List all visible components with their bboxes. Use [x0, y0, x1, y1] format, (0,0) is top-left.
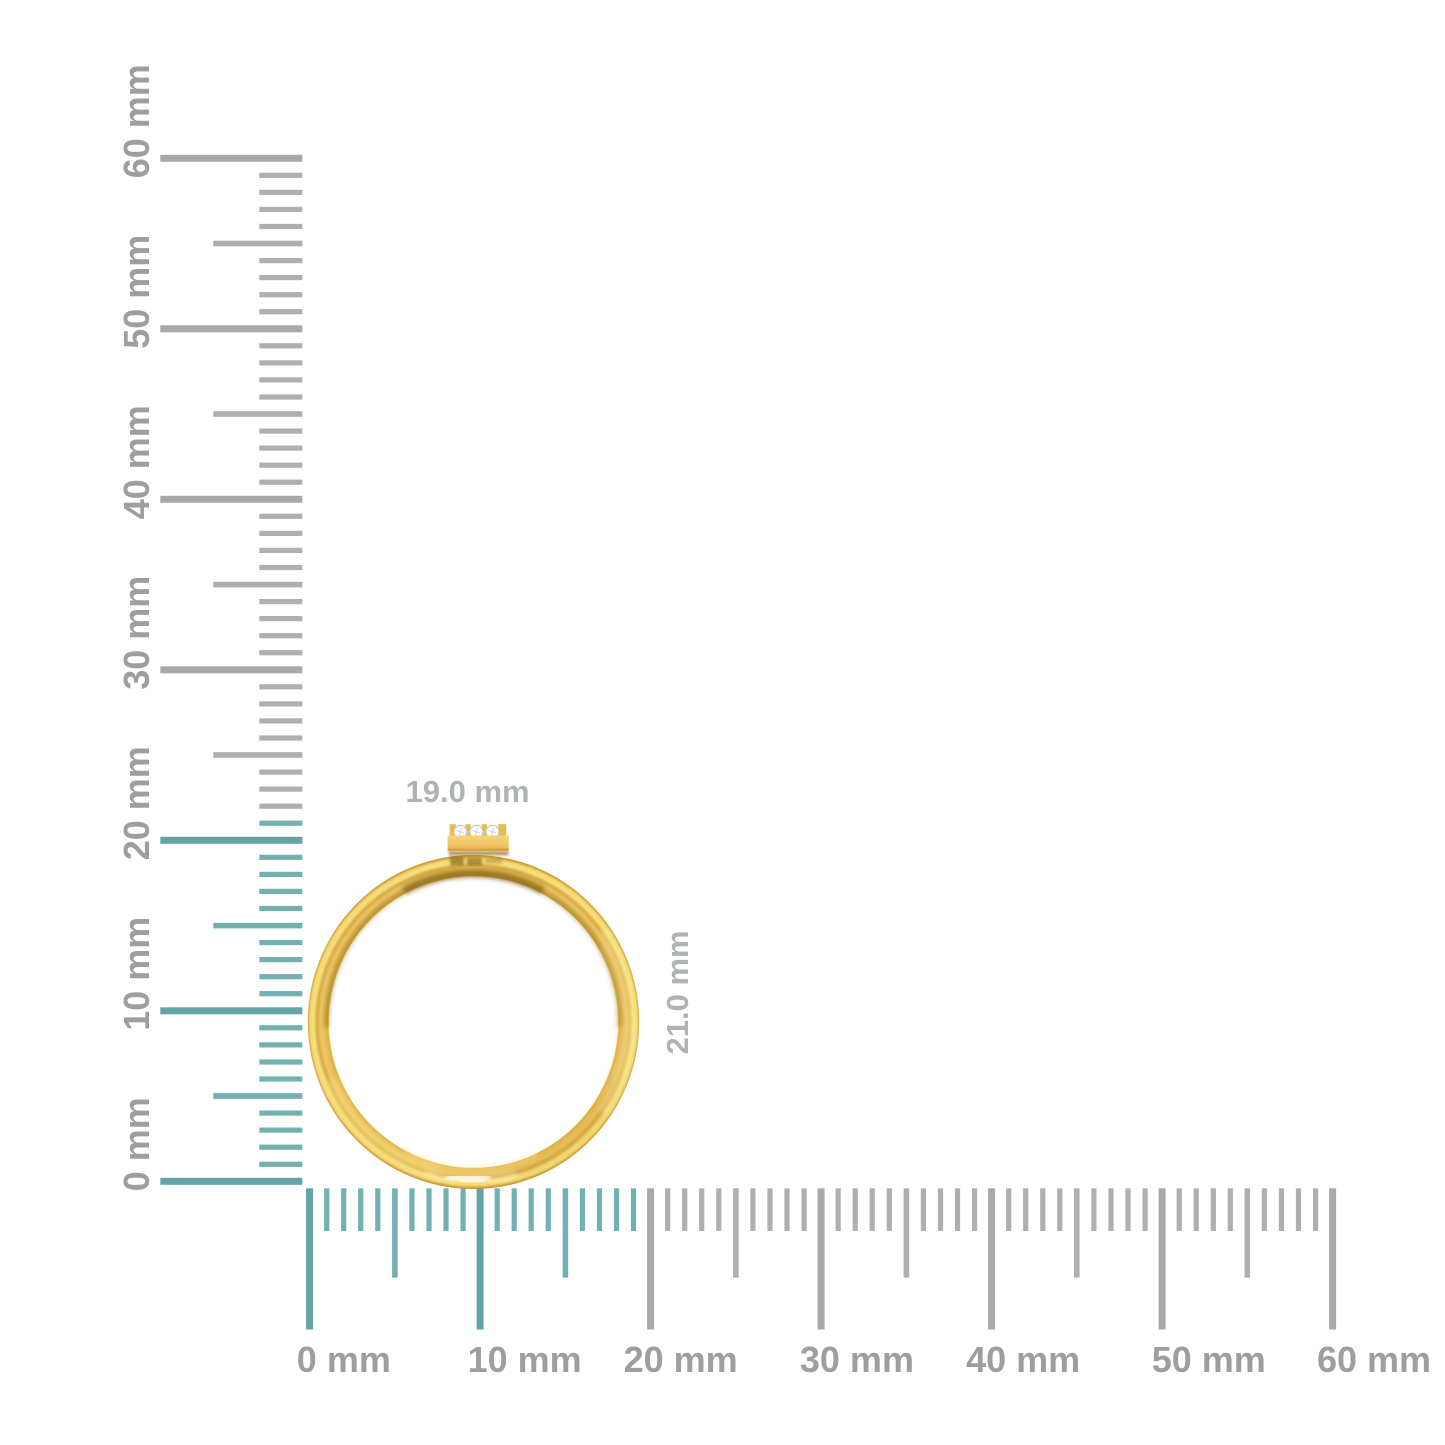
svg-text:21.0 mm: 21.0 mm: [660, 930, 695, 1054]
svg-text:19.0 mm: 19.0 mm: [406, 774, 530, 809]
svg-text:0 mm: 0 mm: [297, 1339, 391, 1380]
svg-text:30 mm: 30 mm: [116, 576, 157, 690]
svg-text:50 mm: 50 mm: [116, 235, 157, 349]
svg-text:30 mm: 30 mm: [800, 1339, 914, 1380]
svg-text:60 mm: 60 mm: [116, 64, 157, 178]
svg-text:60 mm: 60 mm: [1317, 1339, 1431, 1380]
svg-text:40 mm: 40 mm: [966, 1339, 1080, 1380]
svg-text:40 mm: 40 mm: [116, 405, 157, 519]
svg-text:0 mm: 0 mm: [116, 1097, 157, 1191]
svg-text:20 mm: 20 mm: [624, 1339, 738, 1380]
svg-text:50 mm: 50 mm: [1152, 1339, 1266, 1380]
svg-text:20 mm: 20 mm: [116, 746, 157, 860]
svg-text:10 mm: 10 mm: [116, 917, 157, 1031]
svg-text:10 mm: 10 mm: [468, 1339, 582, 1380]
